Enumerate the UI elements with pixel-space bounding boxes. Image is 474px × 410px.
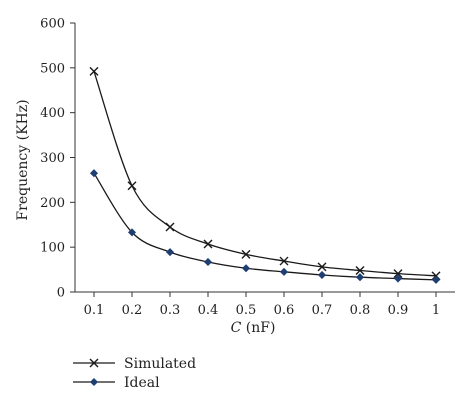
data-point-simulated (393, 269, 403, 279)
x-axis-title-variable: C (231, 320, 242, 336)
data-point-ideal (89, 169, 99, 178)
data-point-simulated (127, 181, 137, 191)
x-axis-title-unit: (nF) (241, 320, 275, 336)
data-point-simulated (203, 239, 213, 249)
data-point-ideal (127, 228, 137, 237)
x-tick-label: 0.9 (388, 303, 409, 318)
x-tick-label: 0.6 (274, 303, 295, 318)
data-point-simulated (165, 222, 175, 232)
legend: Simulated Ideal (73, 356, 196, 391)
x-tick-label: 0.4 (198, 303, 219, 318)
data-point-simulated (431, 271, 441, 281)
series-line-ideal (93, 172, 437, 281)
legend-label-ideal: Ideal (124, 375, 160, 391)
data-point-ideal (393, 274, 403, 283)
y-tick-label: 500 (40, 61, 65, 76)
data-point-simulated (355, 265, 365, 275)
data-point-ideal (241, 264, 251, 273)
data-point-ideal (203, 257, 213, 266)
data-point-simulated (241, 249, 251, 259)
data-point-ideal (165, 248, 175, 257)
y-tick-label: 0 (57, 286, 65, 301)
x-axis-title: C (nF) (231, 320, 276, 336)
y-axis-ticks: 0 100 200 300 400 500 600 (40, 17, 75, 301)
y-tick-label: 300 (40, 151, 65, 166)
x-tick-label: 0.2 (122, 303, 143, 318)
y-tick-label: 600 (40, 17, 65, 32)
x-tick-label: 0.3 (160, 303, 181, 318)
x-axis-ticks: 0.1 0.2 0.3 0.4 0.5 0.6 0.7 0.8 0.9 1 (84, 292, 440, 318)
series-line-simulated (93, 71, 437, 277)
data-point-simulated (317, 262, 327, 272)
legend-label-simulated: Simulated (124, 356, 196, 372)
y-tick-label: 400 (40, 106, 65, 121)
data-point-ideal (279, 267, 289, 276)
data-point-simulated (279, 256, 289, 266)
legend-marker-ideal (89, 377, 99, 387)
x-tick-label: 0.7 (312, 303, 333, 318)
x-tick-label: 0.5 (236, 303, 257, 318)
y-axis-title: Frequency (KHz) (15, 99, 31, 220)
data-point-ideal (431, 275, 441, 284)
x-tick-label: 1 (432, 303, 440, 318)
data-point-ideal (317, 270, 327, 279)
y-tick-label: 200 (40, 196, 65, 211)
legend-marker-simulated (89, 358, 99, 368)
x-tick-label: 0.8 (350, 303, 371, 318)
y-tick-label: 100 (40, 241, 65, 256)
data-point-simulated (89, 66, 99, 76)
x-tick-label: 0.1 (84, 303, 105, 318)
data-point-ideal (355, 273, 365, 282)
series-layer (89, 66, 441, 284)
